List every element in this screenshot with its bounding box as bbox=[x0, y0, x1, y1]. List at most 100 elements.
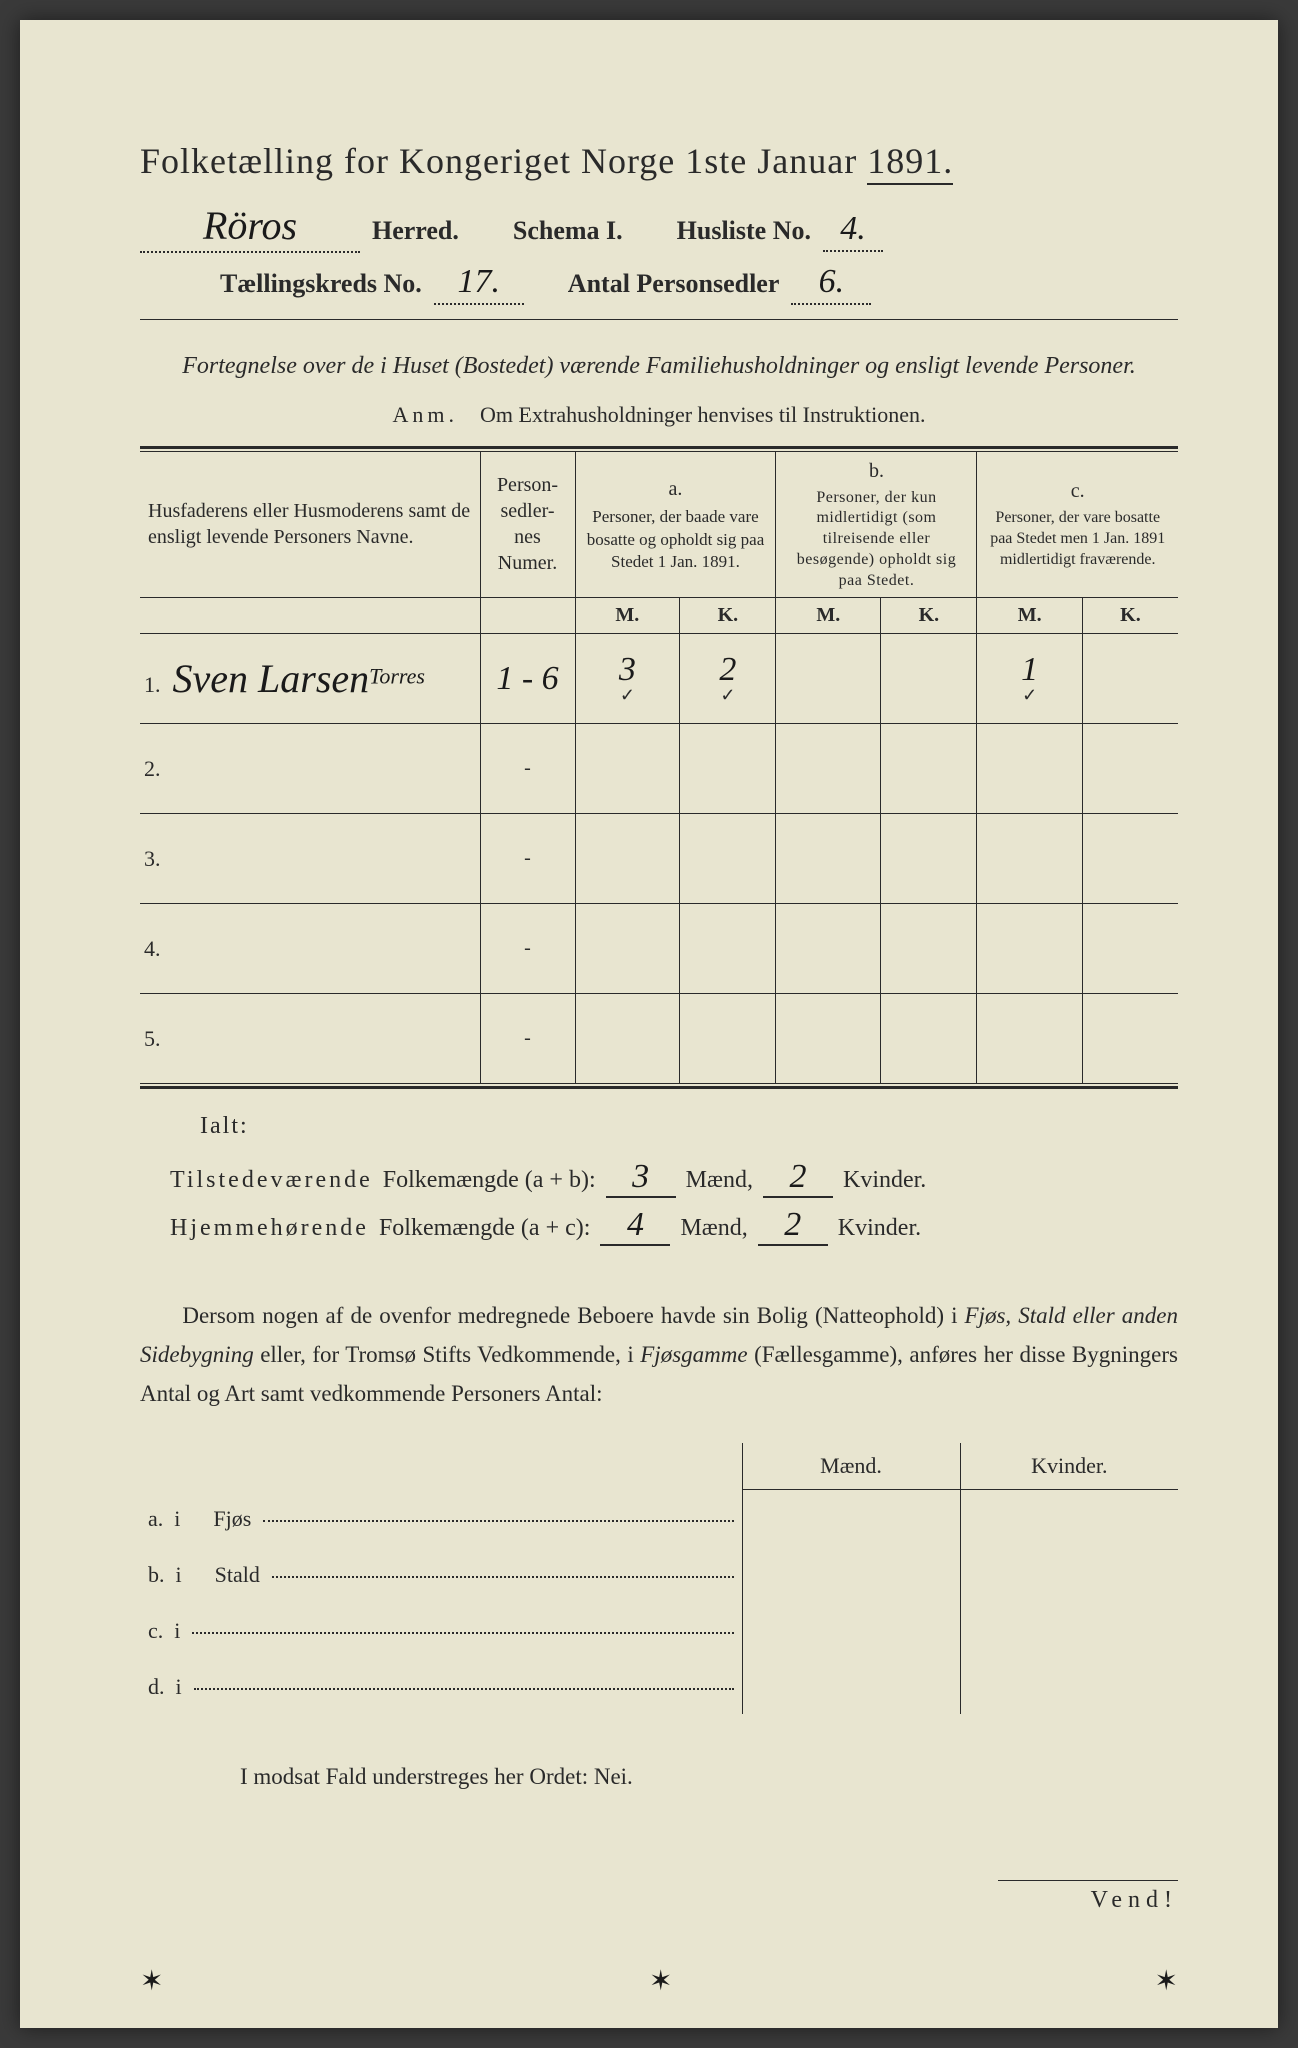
col-b-m: M. bbox=[776, 598, 881, 634]
kreds-label: Tællingskreds No. bbox=[220, 269, 422, 299]
anm-label: Anm. bbox=[393, 402, 459, 427]
anm-line: Anm. Om Extrahusholdninger henvises til … bbox=[140, 402, 1178, 428]
cell-a_k bbox=[680, 904, 776, 994]
star-mark: ✶ bbox=[649, 1964, 672, 1998]
cell-a_k: 2✓ bbox=[680, 634, 776, 724]
subtitle: Fortegnelse over de i Huset (Bostedet) v… bbox=[140, 350, 1178, 384]
mk-m-cell bbox=[742, 1658, 960, 1714]
herred-field: Röros bbox=[140, 202, 360, 253]
mk-k-cell bbox=[960, 1490, 1178, 1546]
kreds-field: 17. bbox=[434, 263, 524, 305]
star-mark: ✶ bbox=[140, 1964, 163, 1998]
header-line-1: Röros Herred. Schema I. Husliste No. 4. bbox=[140, 202, 1178, 253]
cell-a_k bbox=[680, 994, 776, 1084]
col-a-k: K. bbox=[680, 598, 776, 634]
title-year: 1891. bbox=[867, 141, 953, 185]
col-c-m: M. bbox=[977, 598, 1082, 634]
cell-c_k bbox=[1082, 814, 1178, 904]
cell-numer: - bbox=[480, 994, 575, 1084]
ialt-label: Ialt: bbox=[200, 1113, 1178, 1140]
mk-kvinder-header: Kvinder. bbox=[960, 1443, 1178, 1490]
col-b-k: K. bbox=[881, 598, 977, 634]
cell-c_k bbox=[1082, 904, 1178, 994]
hjemme-m: 4 bbox=[627, 1206, 644, 1243]
col-b-header: b. Personer, der kun midlertidigt (som t… bbox=[776, 452, 977, 598]
mk-k-cell bbox=[960, 1602, 1178, 1658]
vend-label: Vend! bbox=[998, 1880, 1178, 1914]
mk-row: c. i bbox=[140, 1602, 1178, 1658]
table-row: 2.- bbox=[140, 724, 1178, 814]
totals-line-1: Tilstedeværende Folkemængde (a + b): 3 M… bbox=[170, 1158, 1178, 1198]
husliste-value: 4. bbox=[840, 210, 866, 247]
cell-c_m bbox=[977, 904, 1082, 994]
name-cell: 3. bbox=[140, 814, 480, 904]
totals-line-2: Hjemmehørende Folkemængde (a + c): 4 Mæn… bbox=[170, 1206, 1178, 1246]
census-form-page: Folketælling for Kongeriget Norge 1ste J… bbox=[20, 20, 1278, 2028]
mk-row: a. i Fjøs bbox=[140, 1490, 1178, 1546]
cell-b_m bbox=[776, 904, 881, 994]
header-line-2: Tællingskreds No. 17. Antal Personsedler… bbox=[220, 263, 1178, 305]
col-names-header: Husfaderens eller Husmoderens samt de en… bbox=[140, 452, 480, 598]
col-c-k: K. bbox=[1082, 598, 1178, 634]
husliste-field: 4. bbox=[823, 210, 883, 252]
cell-numer: - bbox=[480, 814, 575, 904]
mk-k-cell bbox=[960, 1546, 1178, 1602]
name-cell: 4. bbox=[140, 904, 480, 994]
cell-numer: 1 - 6 bbox=[480, 634, 575, 724]
col-a-header: a. Personer, der baade vare bosatte og o… bbox=[575, 452, 776, 598]
cell-b_m bbox=[776, 994, 881, 1084]
table-row: 3.- bbox=[140, 814, 1178, 904]
mk-m-cell bbox=[742, 1546, 960, 1602]
cell-a_m bbox=[575, 904, 680, 994]
census-table: Husfaderens eller Husmoderens samt de en… bbox=[140, 452, 1178, 1084]
personsedler-value: 6. bbox=[819, 263, 845, 300]
name-cell: 2. bbox=[140, 724, 480, 814]
cell-b_k bbox=[881, 994, 977, 1084]
star-mark: ✶ bbox=[1155, 1964, 1178, 1998]
modsat-line: I modsat Fald understreges her Ordet: Ne… bbox=[240, 1764, 1178, 1790]
cell-b_m bbox=[776, 634, 881, 724]
cell-a_k bbox=[680, 724, 776, 814]
personsedler-label: Antal Personsedler bbox=[568, 269, 780, 299]
cell-a_m: 3✓ bbox=[575, 634, 680, 724]
schema-label: Schema I. bbox=[513, 216, 623, 246]
mk-row: d. i bbox=[140, 1658, 1178, 1714]
cell-c_m bbox=[977, 994, 1082, 1084]
hjemme-k: 2 bbox=[784, 1206, 801, 1243]
cell-b_m bbox=[776, 814, 881, 904]
anm-text: Om Extrahusholdninger henvises til Instr… bbox=[480, 402, 925, 427]
mk-maend-header: Mænd. bbox=[742, 1443, 960, 1490]
cell-b_m bbox=[776, 724, 881, 814]
mk-m-cell bbox=[742, 1490, 960, 1546]
cell-c_k bbox=[1082, 724, 1178, 814]
mk-table: Mænd. Kvinder. a. i Fjøsb. i Staldc. id.… bbox=[140, 1443, 1178, 1714]
cell-b_k bbox=[881, 634, 977, 724]
hjemme-label: Hjemmehørende bbox=[170, 1215, 369, 1242]
col-a-m: M. bbox=[575, 598, 680, 634]
tilstede-k: 2 bbox=[789, 1158, 806, 1195]
cell-b_k bbox=[881, 814, 977, 904]
cell-a_k bbox=[680, 814, 776, 904]
cell-c_k bbox=[1082, 994, 1178, 1084]
cell-c_k bbox=[1082, 634, 1178, 724]
herred-label: Herred. bbox=[372, 216, 459, 246]
col-c-header: c. Personer, der vare bosatte paa Stedet… bbox=[977, 452, 1178, 598]
name-cell: 1.Sven LarsenTorres bbox=[140, 634, 480, 724]
name-cell: 5. bbox=[140, 994, 480, 1084]
table-row: 1.Sven LarsenTorres1 - 63✓2✓1✓ bbox=[140, 634, 1178, 724]
mk-row: b. i Stald bbox=[140, 1546, 1178, 1602]
tilstede-m: 3 bbox=[632, 1158, 649, 1195]
cell-c_m bbox=[977, 724, 1082, 814]
kreds-value: 17. bbox=[458, 263, 501, 300]
mk-m-cell bbox=[742, 1602, 960, 1658]
table-row: 5.- bbox=[140, 994, 1178, 1084]
table-row: 4.- bbox=[140, 904, 1178, 994]
paragraph: Dersom nogen af de ovenfor medregnede Be… bbox=[140, 1296, 1178, 1413]
cell-numer: - bbox=[480, 724, 575, 814]
cell-a_m bbox=[575, 994, 680, 1084]
personsedler-field: 6. bbox=[791, 263, 871, 305]
tilstede-label: Tilstedeværende bbox=[170, 1167, 373, 1194]
cell-a_m bbox=[575, 724, 680, 814]
herred-value: Röros bbox=[203, 203, 297, 248]
cell-c_m bbox=[977, 814, 1082, 904]
